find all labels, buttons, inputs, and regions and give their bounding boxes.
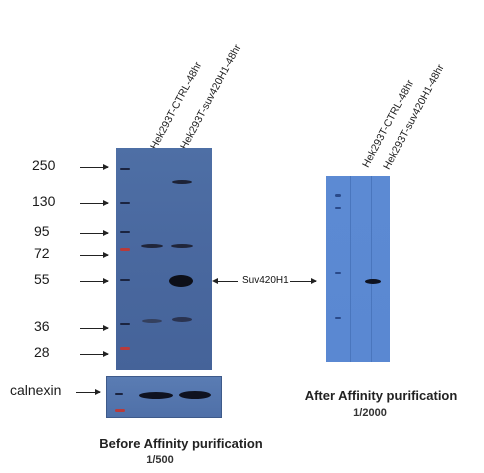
ladder-band	[120, 168, 130, 170]
marker-72: 72	[34, 245, 50, 261]
calnexin-blot-membrane	[106, 376, 222, 418]
marker-55: 55	[34, 271, 50, 287]
target-left-arrowhead	[212, 278, 218, 284]
target-label: Suv420H1	[242, 275, 289, 286]
right-ladder-band	[335, 207, 341, 209]
calnexin-label: calnexin	[10, 382, 62, 398]
marker-72-arrow	[80, 252, 109, 258]
right-suv-band	[365, 279, 381, 284]
right-caption: After Affinity purification	[304, 388, 458, 403]
lane-divider	[350, 176, 351, 362]
left-caption: Before Affinity purification	[99, 436, 263, 451]
suv-band-250	[172, 180, 192, 184]
marker-250-arrow	[80, 164, 109, 170]
ladder-band-red	[120, 347, 130, 350]
ladder-band	[120, 323, 130, 325]
calnexin-band-suv	[179, 391, 211, 399]
left-dilution: 1/500	[146, 454, 174, 466]
marker-55-arrow	[80, 278, 109, 284]
marker-130: 130	[32, 193, 56, 209]
suv-band-55-strong	[169, 275, 193, 287]
marker-36: 36	[34, 318, 50, 334]
calnexin-arrow	[76, 389, 101, 395]
marker-95: 95	[34, 223, 50, 239]
ctrl-band-36	[142, 319, 162, 323]
right-dilution: 1/2000	[353, 407, 387, 419]
right-blot-membrane	[326, 176, 390, 362]
left-lane-label-suv: Hek293T-suv420H1-48hr	[178, 42, 244, 152]
right-ladder-band	[335, 272, 341, 274]
ladder-band	[120, 231, 130, 233]
marker-130-arrow	[80, 200, 109, 206]
calnexin-ladder-band	[115, 393, 123, 395]
left-blot-membrane	[116, 148, 212, 370]
target-right-arrow	[290, 278, 317, 284]
calnexin-ladder-band-red	[115, 409, 125, 412]
marker-250: 250	[32, 157, 56, 173]
marker-28-arrow	[80, 351, 109, 357]
lane-divider	[371, 176, 372, 362]
marker-28: 28	[34, 344, 50, 360]
ctrl-band-72	[141, 244, 163, 248]
right-ladder-band	[335, 194, 341, 197]
ladder-band	[120, 279, 130, 281]
marker-95-arrow	[80, 230, 109, 236]
marker-36-arrow	[80, 325, 109, 331]
suv-band-36	[172, 317, 192, 322]
suv-band-72	[171, 244, 193, 248]
calnexin-band-ctrl	[139, 392, 173, 399]
ladder-band-red	[120, 248, 130, 251]
right-ladder-band	[335, 317, 341, 319]
ladder-band	[120, 202, 130, 204]
target-left-arrow	[214, 281, 238, 282]
